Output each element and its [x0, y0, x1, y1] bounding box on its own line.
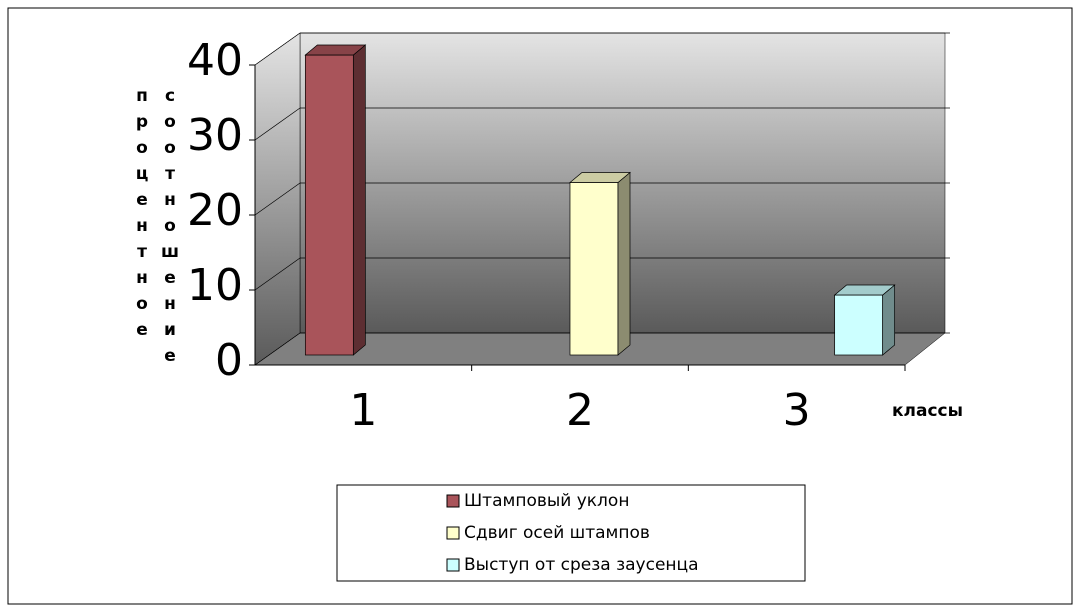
grid-line [254, 332, 301, 366]
bar [834, 294, 884, 356]
bar-top [304, 44, 367, 56]
legend-label: Штамповый уклон [464, 491, 629, 511]
bar-side [882, 284, 896, 356]
bar [304, 54, 354, 356]
y-tick-label: 0 [215, 335, 243, 386]
y-tick-label: 30 [187, 110, 243, 161]
x-tick-label: 1 [349, 385, 377, 436]
bar-side [617, 171, 631, 356]
legend-label: Выступ от среза заусенца [464, 555, 699, 575]
grid-line [254, 32, 301, 66]
x-tick-label: 2 [566, 385, 594, 436]
legend-swatch [446, 494, 460, 508]
x-axis-title: классы [892, 401, 963, 421]
x-tick-label: 3 [783, 385, 811, 436]
y-tick-label: 40 [187, 35, 243, 86]
grid-line [254, 257, 301, 291]
legend [336, 484, 806, 582]
legend-label: Сдвиг осей штампов [464, 523, 650, 543]
bar-top [833, 284, 896, 296]
bar-top [569, 172, 631, 183]
legend-swatch [446, 558, 460, 572]
y-axis-title: процентное соотношение [132, 86, 180, 372]
y-tick-label: 10 [187, 260, 243, 311]
bar-side [352, 44, 366, 356]
legend-swatch [446, 526, 460, 540]
grid-line [254, 107, 301, 141]
y-tick-label: 20 [187, 185, 243, 236]
bar [569, 182, 619, 356]
grid-line [254, 182, 301, 216]
